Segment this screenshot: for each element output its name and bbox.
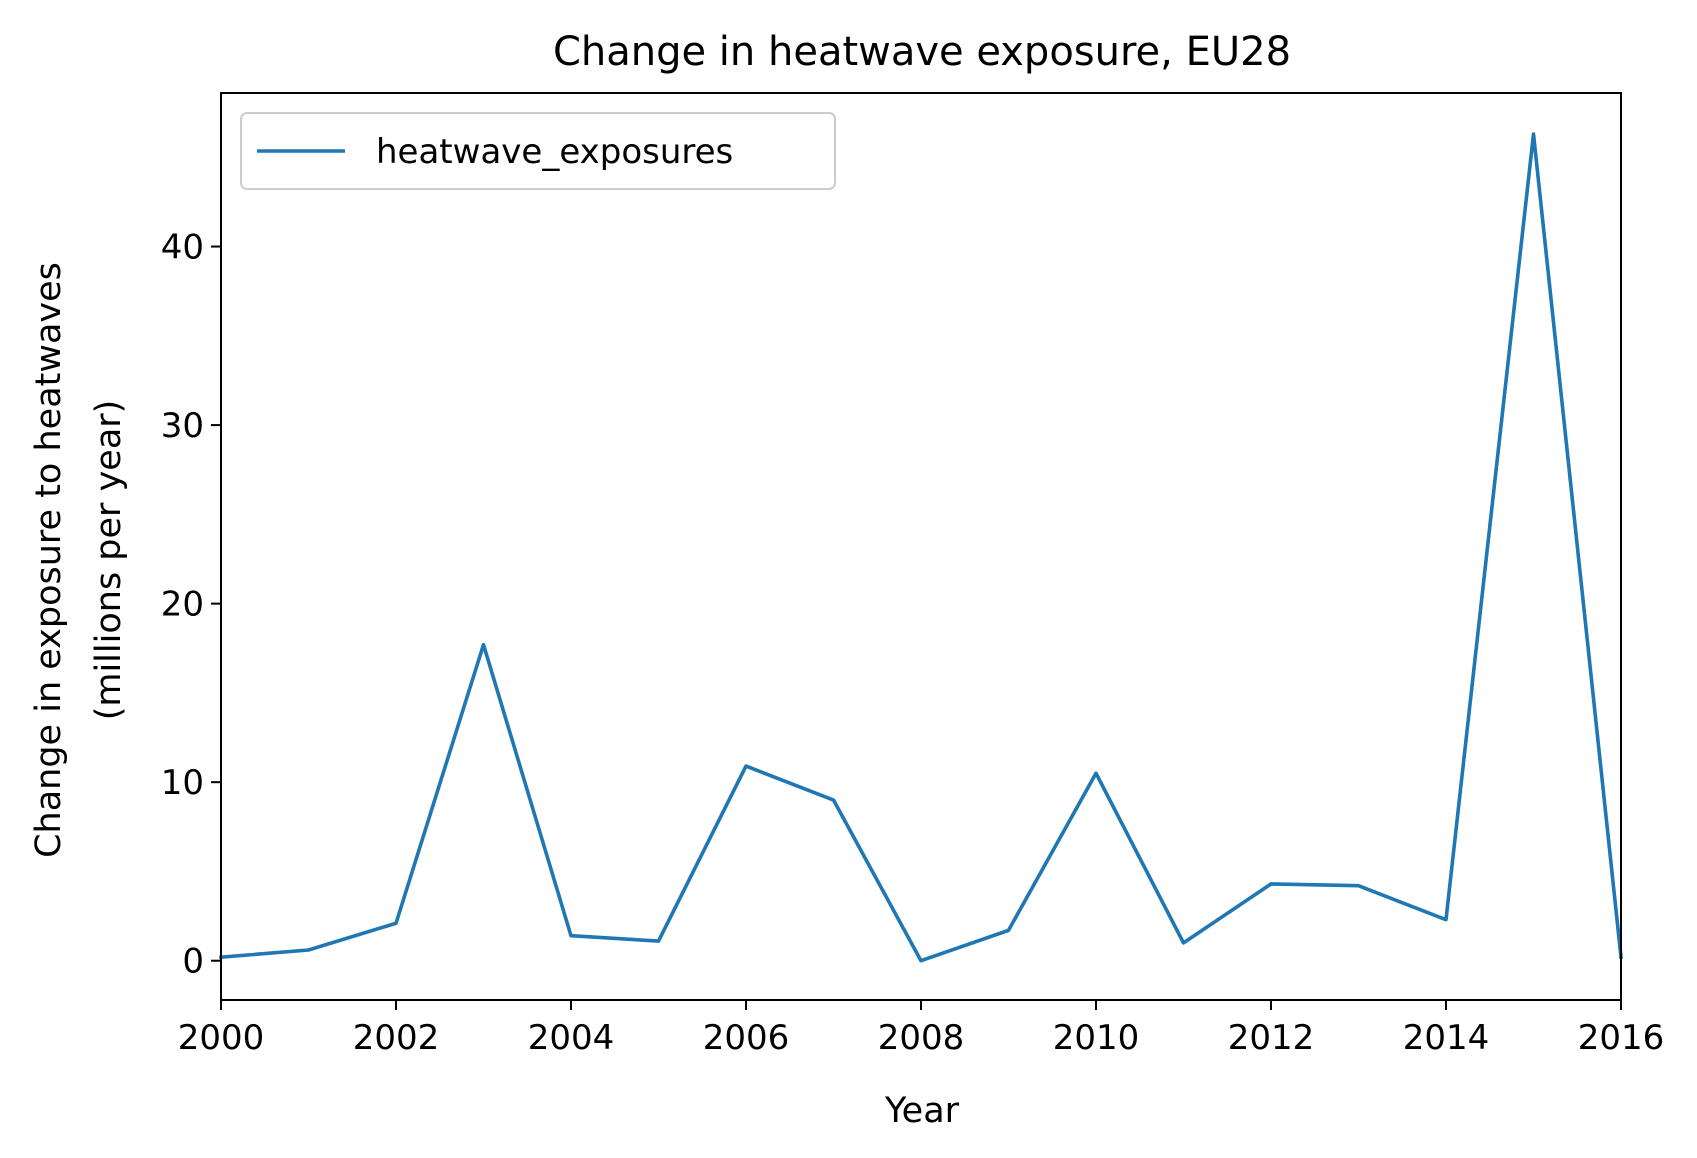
x-tick-label-2000: 2000 <box>178 1018 265 1058</box>
x-tick-label-2014: 2014 <box>1403 1018 1490 1058</box>
y-tick-label-10: 10 <box>161 763 204 803</box>
x-axis: 2000 2002 2004 2006 2008 2010 2012 2014 2016 <box>178 1000 1665 1058</box>
x-axis-label: Year <box>884 1091 960 1131</box>
x-tick-label-2004: 2004 <box>528 1018 615 1058</box>
y-axis-label-line-2: (millions per year) <box>89 400 129 721</box>
legend-label-heatwave-exposures: heatwave_exposures <box>376 132 733 172</box>
series-layer <box>219 132 1623 963</box>
plot-frame <box>220 92 1622 1001</box>
legend: heatwave_exposures <box>240 112 836 190</box>
y-tick-label-40: 40 <box>161 228 204 268</box>
y-tick-label-0: 0 <box>182 942 204 982</box>
x-tick-label-2010: 2010 <box>1053 1018 1140 1058</box>
x-tick-label-2006: 2006 <box>703 1018 790 1058</box>
legend-box <box>240 112 836 190</box>
x-tick-label-2012: 2012 <box>1228 1018 1315 1058</box>
y-tick-label-20: 20 <box>161 585 204 625</box>
y-axis: 0 10 20 30 40 <box>161 228 221 982</box>
series-line-heatwave-exposures <box>219 132 1623 963</box>
chart-title: Change in heatwave exposure, EU28 <box>553 29 1291 75</box>
y-axis-label-group: Change in exposure to heatwaves (million… <box>29 262 129 858</box>
x-tick-label-2008: 2008 <box>878 1018 965 1058</box>
x-tick-label-2002: 2002 <box>353 1018 440 1058</box>
y-tick-label-30: 30 <box>161 406 204 446</box>
y-axis-label-line-1: Change in exposure to heatwaves <box>29 262 69 858</box>
x-tick-label-2016: 2016 <box>1578 1018 1665 1058</box>
plot-area <box>220 92 1622 1001</box>
